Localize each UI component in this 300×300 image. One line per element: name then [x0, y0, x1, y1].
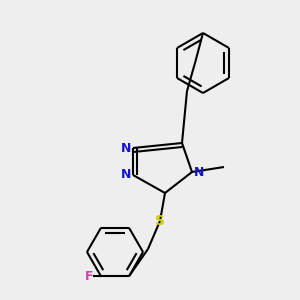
Text: S: S [155, 214, 165, 228]
Text: N: N [121, 142, 131, 154]
Text: N: N [194, 166, 204, 178]
Text: N: N [121, 169, 131, 182]
Text: F: F [85, 270, 93, 283]
